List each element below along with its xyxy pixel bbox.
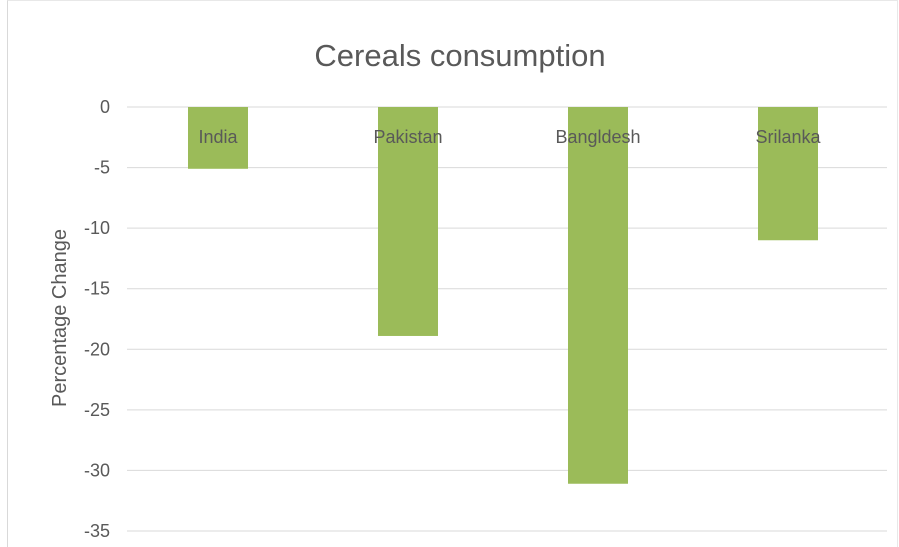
y-tick-label: 0 <box>100 97 110 117</box>
category-label: Bangldesh <box>555 127 640 147</box>
y-tick-label: -5 <box>94 158 110 178</box>
chart-area <box>7 0 898 547</box>
y-tick-label: -35 <box>84 521 110 541</box>
category-labels: India Pakistan Bangldesh Srilanka <box>198 127 821 147</box>
bar <box>758 107 818 241</box>
category-label: Pakistan <box>373 127 442 147</box>
gridlines <box>127 106 887 532</box>
y-tick-label: -20 <box>84 339 110 359</box>
y-tick-label: -25 <box>84 400 110 420</box>
bar <box>378 107 438 336</box>
chart-title: Cereals consumption <box>314 38 605 73</box>
bars <box>188 107 818 484</box>
bar <box>188 107 248 169</box>
bar <box>568 107 628 484</box>
y-tick-label: -15 <box>84 279 110 299</box>
y-axis-ticks: 0 -5 -10 -15 -20 -25 -30 -35 <box>84 97 110 541</box>
y-axis-title: Percentage Change <box>49 229 71 407</box>
y-tick-label: -30 <box>84 460 110 480</box>
category-label: India <box>198 127 238 147</box>
category-label: Srilanka <box>755 127 821 147</box>
y-tick-label: -10 <box>84 218 110 238</box>
